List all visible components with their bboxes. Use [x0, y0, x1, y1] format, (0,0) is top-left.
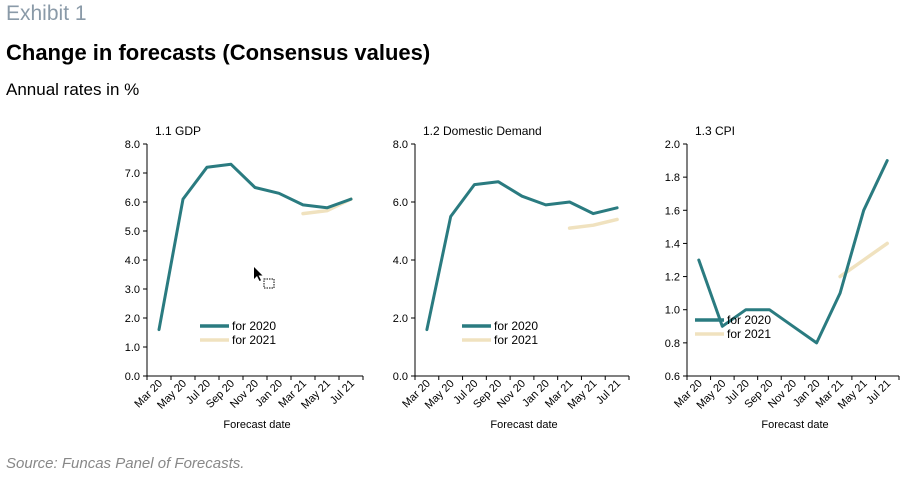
- y-tick-label: 6.0: [393, 197, 408, 209]
- y-tick-label: 2.0: [665, 139, 680, 151]
- y-tick-label: 1.6: [665, 205, 680, 217]
- y-tick-label: 8.0: [393, 139, 408, 151]
- legend-label-2021: for 2021: [232, 333, 276, 347]
- series-line-2021: [567, 217, 619, 230]
- y-tick-label: 4.0: [393, 255, 408, 267]
- chart-title: 1.2 Domestic Demand: [423, 124, 542, 138]
- chart-title: 1.1 GDP: [155, 124, 201, 138]
- y-tick-label: 0.8: [665, 338, 680, 350]
- y-tick-label: 1.8: [665, 172, 680, 184]
- x-tick-label: Jul 21: [594, 378, 623, 407]
- y-tick-label: 7.0: [125, 168, 140, 180]
- page-subtitle: Annual rates in %: [6, 80, 140, 99]
- y-tick-label: 5.0: [125, 226, 140, 238]
- series-line-2020: [157, 162, 353, 332]
- legend-label-2020: for 2020: [494, 319, 538, 333]
- y-tick-label: 6.0: [125, 197, 140, 209]
- legend-label-2020: for 2020: [232, 319, 276, 333]
- chart-title: 1.3 CPI: [695, 124, 735, 138]
- y-tick-label: 0.6: [665, 371, 680, 383]
- y-tick-label: 1.2: [665, 272, 680, 284]
- legend-label-2020: for 2020: [727, 313, 771, 327]
- legend-label-2021: for 2021: [727, 327, 771, 341]
- y-tick-label: 3.0: [125, 284, 140, 296]
- series-line-2020: [425, 180, 619, 332]
- y-tick-label: 1.0: [125, 342, 140, 354]
- y-tick-label: 0.0: [393, 371, 408, 383]
- y-tick-label: 2.0: [125, 313, 140, 325]
- y-tick-label: 1.4: [665, 238, 680, 250]
- y-tick-label: 4.0: [125, 255, 140, 267]
- page-title: Change in forecasts (Consensus values): [6, 40, 431, 65]
- y-tick-label: 1.0: [665, 305, 680, 317]
- x-axis-label: Forecast date: [761, 419, 828, 431]
- x-tick-label: Jul 21: [864, 378, 893, 407]
- y-tick-label: 0.0: [125, 371, 140, 383]
- series-line-2020: [697, 159, 889, 345]
- mouse-cursor-icon: [254, 267, 275, 289]
- exhibit-label: Exhibit 1: [6, 2, 87, 25]
- source-note: Source: Funcas Panel of Forecasts.: [6, 455, 245, 472]
- y-tick-label: 8.0: [125, 139, 140, 151]
- x-axis-label: Forecast date: [223, 419, 290, 431]
- y-tick-label: 2.0: [393, 313, 408, 325]
- legend-label-2021: for 2021: [494, 333, 538, 347]
- x-tick-label: Jul 21: [328, 378, 357, 407]
- series-line-2021: [838, 241, 889, 279]
- x-axis-label: Forecast date: [490, 419, 557, 431]
